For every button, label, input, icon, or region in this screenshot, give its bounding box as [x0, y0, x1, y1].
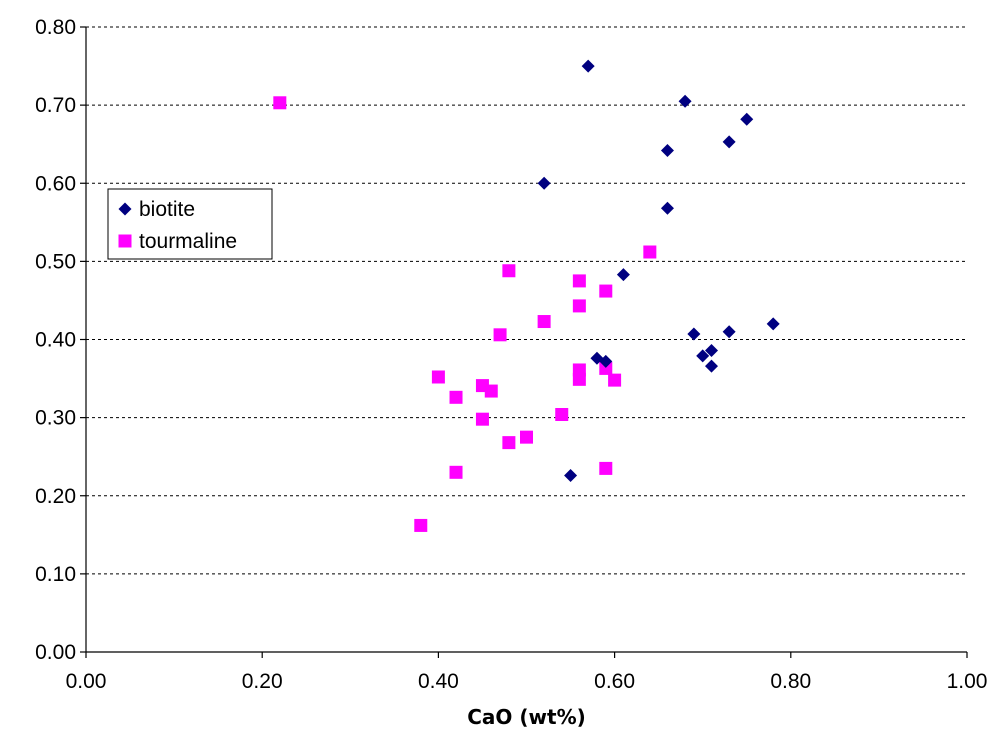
y-tick-label: 0.00	[35, 641, 76, 664]
tourmaline-point	[555, 408, 569, 421]
biotite-point	[705, 359, 719, 373]
biotite-point	[687, 327, 701, 341]
tourmaline-point	[449, 465, 463, 479]
biotite-point	[740, 112, 754, 126]
legend-biotite-label: biotite	[139, 198, 195, 221]
legend-biotite-marker	[118, 202, 132, 216]
biotite-point	[722, 135, 736, 149]
y-tick-label: 0.20	[35, 485, 76, 508]
legend-box	[107, 188, 273, 260]
tourmaline-point	[599, 284, 613, 298]
y-tick-label: 0.30	[35, 407, 76, 430]
tourmaline-point	[537, 315, 551, 329]
biotite-point	[678, 94, 692, 108]
tourmaline-point	[599, 361, 613, 375]
biotite-point	[660, 143, 674, 157]
tourmaline-point	[502, 436, 516, 450]
legend-tourmaline-label: tourmaline	[139, 230, 237, 253]
biotite-point	[722, 325, 736, 339]
tourmaline-point	[449, 390, 463, 404]
tourmaline-point	[273, 96, 287, 110]
y-tick-labels: 0.00 0.10 0.20 0.30 0.40 0.50 0.60 0.70 0.80	[35, 16, 86, 664]
y-tick-label: 0.60	[35, 172, 76, 195]
tourmaline-point	[502, 264, 516, 278]
tourmaline-point	[475, 412, 489, 426]
y-tick-label: 0.50	[35, 250, 76, 273]
tourmaline-point	[431, 370, 445, 384]
tourmaline-point	[643, 245, 657, 259]
x-tick-label: 0.40	[418, 670, 459, 693]
x-tick-label: 0.20	[242, 670, 283, 693]
y-tick-label: 0.40	[35, 329, 76, 352]
x-axis-label: CaO (wt%)	[467, 705, 586, 729]
tourmaline-point	[414, 518, 428, 532]
x-tick-labels: 0.00 0.20 0.40 0.60 0.80 1.00	[66, 652, 988, 693]
x-tick-label: 0.80	[770, 670, 811, 693]
gridlines	[86, 26, 967, 575]
legend-tourmaline-marker	[118, 234, 132, 248]
biotite-point	[696, 349, 710, 363]
tourmaline-point	[608, 373, 622, 387]
legend: biotite tourmaline	[107, 188, 273, 260]
biotite-point	[660, 201, 674, 215]
x-tick-label: 1.00	[947, 670, 988, 693]
y-tick-label: 0.70	[35, 94, 76, 117]
biotite-point	[581, 59, 595, 73]
biotite-point	[705, 343, 719, 357]
data-points	[273, 59, 780, 532]
biotite-point	[766, 317, 780, 331]
tourmaline-point	[572, 299, 586, 313]
y-tick-label: 0.10	[35, 563, 76, 586]
tourmaline-point	[520, 430, 533, 444]
biotite-point	[537, 176, 551, 190]
tourmaline-point	[484, 384, 498, 398]
biotite-point	[599, 354, 613, 368]
y-tick-label: 0.80	[35, 16, 76, 39]
tourmaline-point	[572, 274, 586, 288]
tourmaline-point	[599, 461, 613, 475]
biotite-point	[564, 468, 578, 482]
tourmaline-point	[572, 372, 586, 386]
x-tick-label: 0.60	[594, 670, 635, 693]
tourmaline-point	[493, 328, 507, 342]
x-tick-label: 0.00	[66, 670, 107, 693]
biotite-point	[616, 268, 630, 282]
